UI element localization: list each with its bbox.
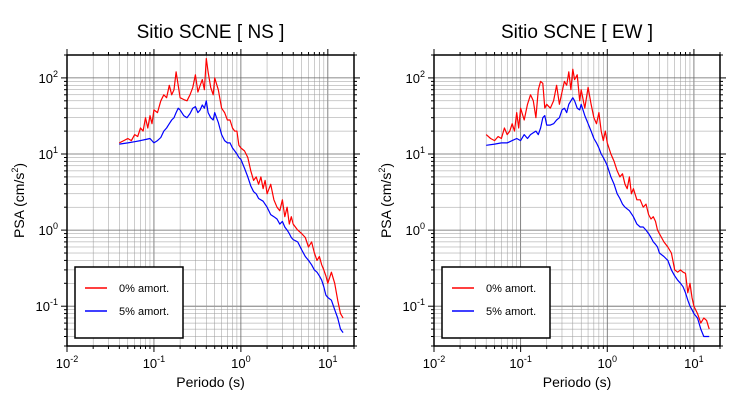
x-tick-label: 10-2: [423, 354, 445, 371]
y-tick-label: 10-1: [36, 297, 58, 314]
y-axis-label: PSA (cm/s2): [377, 163, 394, 238]
x-tick-exp: 1: [333, 354, 338, 364]
y-tick-base: 10: [39, 147, 53, 162]
legend: 0% amort. 5% amort.: [74, 266, 184, 339]
y-label-superscript: 2: [10, 168, 20, 173]
y-tick-exp: 0: [420, 221, 425, 231]
y-tick-label: 10-1: [403, 297, 425, 314]
x-tick-base: 10: [318, 356, 332, 371]
x-tick-exp: -2: [70, 354, 78, 364]
y-tick-base: 10: [403, 299, 417, 314]
y-label-close: ): [378, 163, 394, 168]
y-label-main: PSA (cm/s: [378, 173, 394, 238]
series-line-1: [486, 97, 710, 338]
y-tick-exp: -1: [417, 297, 425, 307]
x-tick-label: 10-2: [56, 354, 78, 371]
y-tick-exp: 1: [420, 145, 425, 155]
x-tick-label: 100: [231, 354, 250, 371]
x-tick-label: 100: [598, 354, 617, 371]
x-axis-label: Periodo (s): [176, 374, 244, 390]
y-tick-exp: 0: [53, 221, 58, 231]
y-axis-label: PSA (cm/s2): [10, 163, 27, 238]
x-axis-label: Periodo (s): [543, 374, 611, 390]
y-tick-label: 102: [406, 69, 425, 86]
y-tick-base: 10: [36, 299, 50, 314]
plot-frame: [433, 54, 721, 347]
y-tick-label: 100: [406, 221, 425, 238]
x-tick-label: 101: [684, 354, 703, 371]
x-tick-base: 10: [143, 356, 157, 371]
y-tick-base: 10: [39, 71, 53, 86]
x-tick-exp: 0: [246, 354, 251, 364]
y-tick-exp: 2: [53, 69, 58, 79]
legend-label-0: 0% amort.: [486, 283, 536, 295]
x-tick-base: 10: [231, 356, 245, 371]
legend-label-1: 5% amort.: [486, 306, 536, 318]
y-tick-label: 101: [39, 145, 58, 162]
x-tick-exp: -1: [157, 354, 165, 364]
y-tick-label: 101: [406, 145, 425, 162]
plot-frame: [66, 54, 355, 347]
y-tick-exp: -1: [50, 297, 58, 307]
x-tick-base: 10: [423, 356, 437, 371]
y-tick-exp: 2: [420, 69, 425, 79]
y-tick-base: 10: [39, 223, 53, 238]
x-tick-label: 101: [318, 354, 337, 371]
y-tick-label: 100: [39, 221, 58, 238]
y-tick-label: 102: [39, 69, 58, 86]
legend-label-1: 5% amort.: [119, 306, 169, 318]
y-tick-exp: 1: [53, 145, 58, 155]
x-tick-exp: 0: [612, 354, 617, 364]
x-tick-base: 10: [684, 356, 698, 371]
tick-marks: [61, 49, 360, 352]
y-label-main: PSA (cm/s: [11, 173, 27, 238]
x-tick-base: 10: [598, 356, 612, 371]
y-tick-base: 10: [406, 147, 420, 162]
x-tick-label: 10-1: [509, 354, 531, 371]
chart-title: Sitio SCNE [ NS ]: [137, 22, 285, 43]
legend: 0% amort. 5% amort.: [441, 266, 551, 339]
series-line-0: [119, 57, 344, 319]
series-line-1: [119, 100, 344, 333]
legend-label-0: 0% amort.: [119, 283, 169, 295]
y-tick-base: 10: [406, 71, 420, 86]
x-tick-base: 10: [509, 356, 523, 371]
x-tick-base: 10: [56, 356, 70, 371]
y-label-superscript: 2: [377, 168, 387, 173]
y-label-close: ): [11, 163, 27, 168]
chart-title: Sitio SCNE [ EW ]: [501, 22, 653, 43]
legend-box: [441, 266, 551, 339]
y-tick-base: 10: [406, 223, 420, 238]
x-tick-label: 10-1: [143, 354, 165, 371]
tick-marks: [428, 49, 726, 352]
x-tick-exp: 1: [699, 354, 704, 364]
legend-box: [74, 266, 184, 339]
x-tick-exp: -1: [524, 354, 532, 364]
x-tick-exp: -2: [437, 354, 445, 364]
series-line-0: [485, 68, 710, 330]
